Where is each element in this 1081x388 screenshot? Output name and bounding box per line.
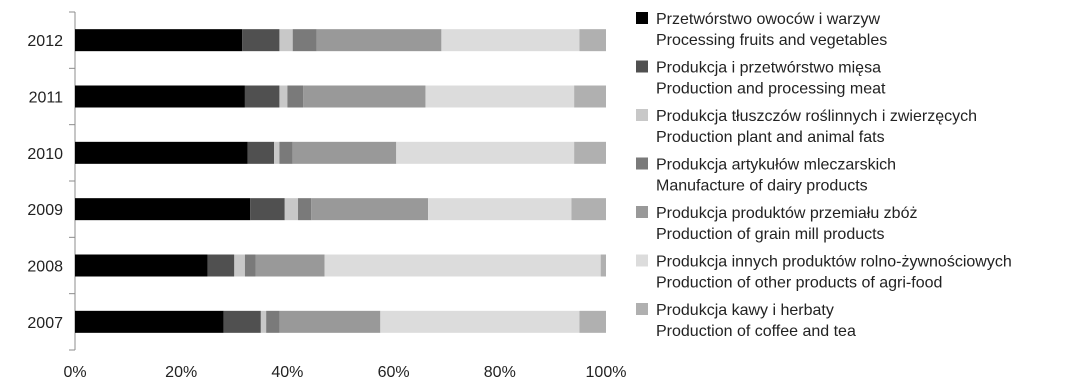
- legend-label-en: Production of other products of agri-foo…: [656, 275, 942, 292]
- legend-label: Produkcja i przetwórstwo mięsa: [656, 60, 881, 77]
- bar-segment: [579, 310, 606, 333]
- bar-segment: [75, 29, 243, 52]
- x-tick-label: 40%: [271, 364, 303, 381]
- bar-segment: [428, 198, 572, 221]
- x-tick-label: 60%: [378, 364, 410, 381]
- bar-segment: [250, 198, 285, 221]
- bar-segment: [425, 85, 575, 108]
- bar-segment: [574, 141, 606, 164]
- bar-segment: [207, 254, 235, 277]
- bar-segment: [380, 310, 580, 333]
- bar-segment: [234, 254, 245, 277]
- y-tick-label: 2008: [27, 259, 63, 276]
- legend-label-en: Production plant and animal fats: [656, 129, 885, 146]
- legend-swatch: [636, 12, 648, 24]
- bar-segment: [284, 198, 299, 221]
- bar-segment: [266, 310, 280, 333]
- bar-segment: [75, 254, 208, 277]
- legend-swatch: [636, 60, 648, 73]
- bar-segment: [260, 310, 267, 333]
- legend-swatch: [636, 303, 648, 315]
- bar-segment: [247, 141, 275, 164]
- bar-segment: [316, 29, 442, 52]
- bar-segment: [311, 198, 429, 221]
- legend-label-en: Production of coffee and tea: [656, 323, 856, 340]
- x-tick-label: 80%: [484, 364, 516, 381]
- bar-segment: [223, 310, 261, 333]
- bar-segment: [279, 85, 288, 108]
- legend-label-en: Production of grain mill products: [656, 226, 885, 243]
- legend-label: Produkcja kawy i herbaty: [656, 302, 834, 319]
- bar-segment: [292, 29, 317, 52]
- legend-label: Produkcja innych produktów rolno-żywnośc…: [656, 254, 1012, 271]
- bars: [75, 29, 606, 333]
- x-tick-label: 20%: [165, 364, 197, 381]
- bar-segment: [298, 198, 312, 221]
- axes: [69, 11, 76, 351]
- bar-segment: [255, 254, 325, 277]
- legend-label-en: Manufacture of dairy products: [656, 178, 868, 195]
- legend-label: Produkcja produktów przemiału zbóż: [656, 205, 917, 222]
- bar-segment: [396, 141, 575, 164]
- bar-segment: [292, 141, 397, 164]
- legend-swatch: [636, 109, 648, 121]
- bar-segment: [75, 141, 248, 164]
- legend-label-en: Processing fruits and vegetables: [656, 32, 887, 49]
- tick-labels: 2012 2011 2010 2009 2008 2007 0% 20% 40% 60% 80% 10…: [27, 33, 626, 381]
- legend-swatch: [636, 206, 648, 218]
- legend-label: Przetwórstwo owoców i warzyw: [656, 11, 881, 28]
- bar-segment: [279, 310, 381, 333]
- x-tick-label: 0%: [63, 364, 86, 381]
- legend-label-en: Production and processing meat: [656, 81, 886, 98]
- bar-segment: [600, 254, 606, 277]
- y-tick-label: 2010: [27, 146, 63, 163]
- y-tick-label: 2011: [29, 90, 64, 107]
- legend-label: Produkcja artykułów mleczarskich: [656, 157, 896, 174]
- bar-segment: [571, 198, 606, 221]
- bar-segment: [287, 85, 304, 108]
- x-tick-label: 100%: [586, 364, 627, 381]
- y-tick-label: 2007: [27, 315, 63, 332]
- bar-segment: [279, 29, 293, 52]
- bar-segment: [274, 141, 280, 164]
- bar-segment: [579, 29, 606, 52]
- bar-segment: [244, 85, 280, 108]
- bar-segment: [242, 29, 280, 52]
- bar-segment: [574, 85, 606, 108]
- bar-segment: [244, 254, 256, 277]
- legend-swatch: [636, 254, 648, 267]
- legend-swatch: [636, 157, 648, 170]
- legend-label: Produkcja tłuszczów roślinnych i zwierzę…: [656, 108, 977, 125]
- bar-segment: [279, 141, 293, 164]
- bar-segment: [75, 310, 224, 333]
- y-tick-label: 2009: [27, 202, 63, 219]
- bar-segment: [441, 29, 580, 52]
- bar-segment: [75, 198, 251, 221]
- y-tick-label: 2012: [27, 33, 63, 50]
- bar-segment: [324, 254, 601, 277]
- legend: Przetwórstwo owoców i warzyw Processing f…: [636, 11, 1012, 340]
- bar-segment: [75, 85, 245, 108]
- bar-segment: [303, 85, 426, 108]
